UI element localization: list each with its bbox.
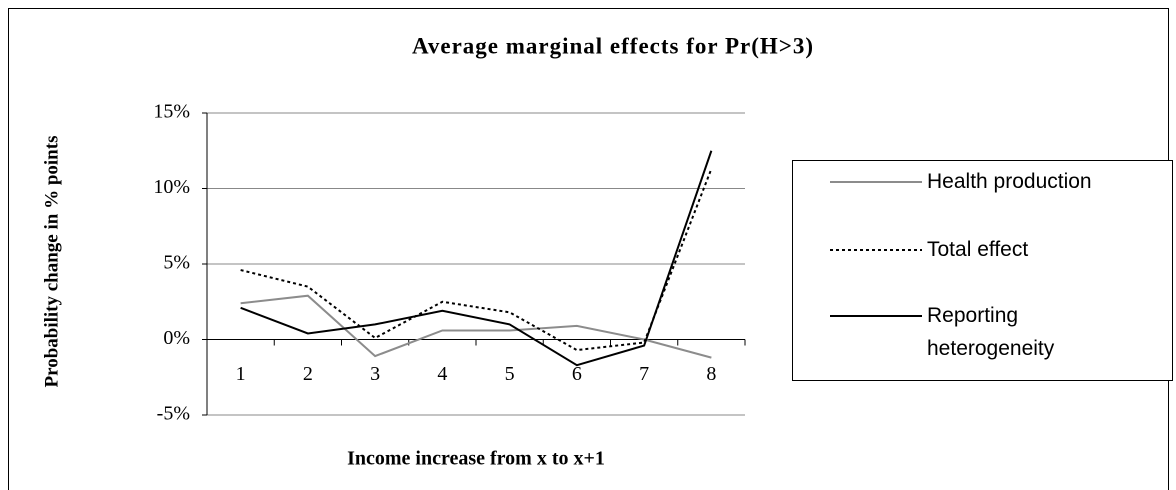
- x-tick-label: 3: [370, 363, 380, 385]
- legend-label: Total effect: [927, 238, 1029, 261]
- y-tick-label: 10%: [153, 176, 190, 198]
- y-axis-label: Probability change in % points: [41, 135, 63, 388]
- y-tick-label: 15%: [153, 101, 190, 123]
- legend-label: Reporting heterogeneity: [927, 304, 1055, 360]
- y-tick-label: 5%: [163, 252, 190, 274]
- legend-entry: Total effect: [927, 238, 1029, 261]
- series-line: [240, 294, 712, 359]
- y-tick-label: 0%: [163, 327, 190, 349]
- legend-box: [792, 160, 1173, 381]
- y-tick-label: -5%: [157, 403, 190, 425]
- legend-entry: Reporting heterogeneity: [927, 304, 1055, 360]
- x-tick-label: 4: [437, 363, 447, 385]
- x-axis-label: Income increase from x to x+1: [347, 448, 605, 470]
- x-tick-label: 5: [505, 363, 515, 385]
- x-tick-label: 2: [303, 363, 313, 385]
- series-line: [240, 168, 713, 352]
- x-tick-label: 6: [572, 363, 582, 385]
- x-tick-label: 1: [236, 363, 246, 385]
- legend-entry: Health production: [927, 170, 1092, 193]
- x-tick-label: 7: [639, 363, 649, 385]
- x-tick-label: 8: [706, 363, 716, 385]
- series-line: [240, 150, 713, 367]
- chart-title: Average marginal effects for Pr(H>3): [412, 33, 814, 58]
- legend-label: Health production: [927, 170, 1092, 193]
